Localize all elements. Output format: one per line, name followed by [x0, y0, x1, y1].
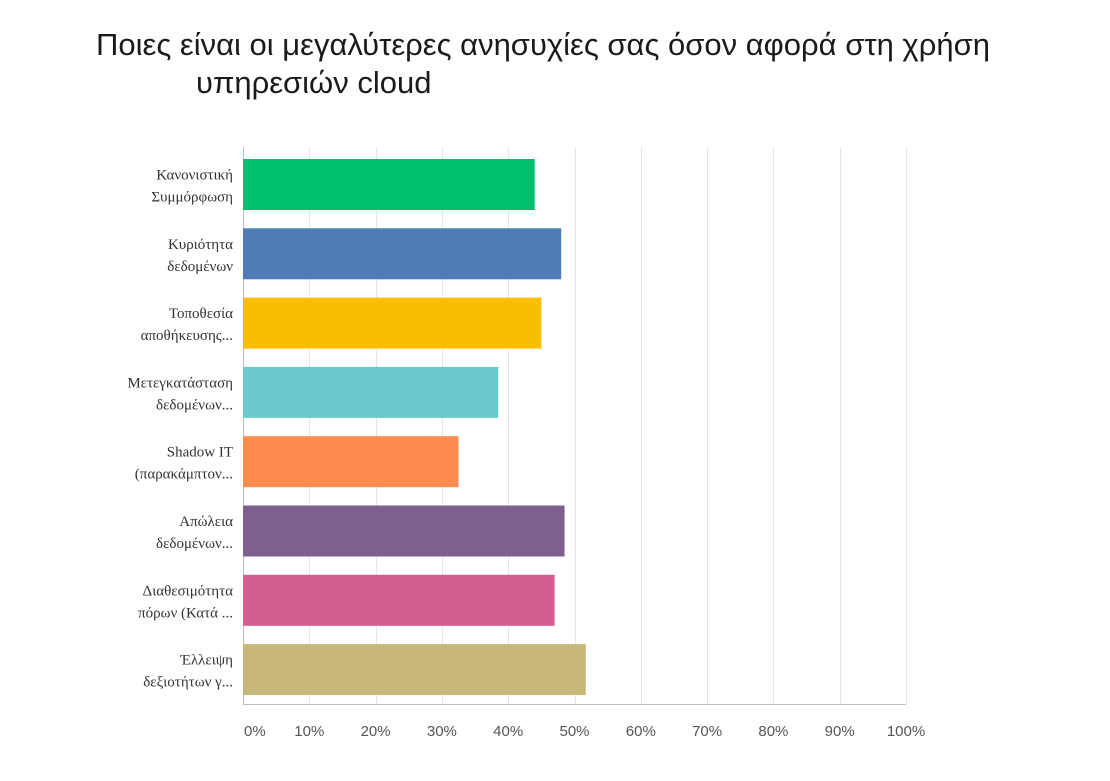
category-label: Κανονιστική [156, 168, 233, 184]
category-label: Συμμόρφωση [151, 190, 233, 206]
category-label: δεδομένων... [156, 397, 233, 413]
bar [243, 644, 586, 696]
category-label: πόρων (Κατά ... [138, 605, 233, 621]
category-label: Διαθεσιμότητα [143, 583, 234, 599]
category-label: δεδομένων... [156, 536, 233, 552]
category-label: δεδομένων [167, 259, 233, 275]
x-tick-label: 0% [244, 723, 266, 740]
category-label: (παρακάμπτον... [135, 467, 233, 483]
category-label: Τοποθεσία [169, 306, 233, 322]
bar [243, 574, 555, 626]
category-label: Έλλειψη [179, 653, 233, 669]
category-label: Κυριότητα [168, 237, 233, 253]
category-labels: Κανονιστική Συμμόρφωση Κυριότητα δεδομένων Τ… [127, 168, 233, 691]
x-tick-label: 70% [692, 723, 722, 740]
category-label: Shadow IT [167, 445, 233, 461]
category-label: δεξιοτήτων γ... [143, 675, 233, 691]
category-label: Μετεγκατάσταση [127, 375, 233, 391]
x-tick-label: 30% [427, 723, 457, 740]
x-tick-label: 20% [361, 723, 391, 740]
x-tick-label: 10% [294, 723, 324, 740]
category-label: Απώλεια [179, 514, 233, 530]
chart-title-line-1: Ποιες είναι οι μεγαλύτερες ανησυχίες σας… [96, 27, 990, 62]
bar [243, 436, 459, 488]
x-tick-label: 50% [559, 723, 589, 740]
x-tick-label: 80% [758, 723, 788, 740]
bars [243, 159, 586, 696]
bar [243, 228, 562, 280]
x-tick-label: 60% [626, 723, 656, 740]
x-tick-label: 90% [825, 723, 855, 740]
chart-title-line-2: υπηρεσιών cloud [196, 65, 432, 100]
bar [243, 159, 535, 210]
bar [243, 297, 542, 349]
x-tick-label: 100% [887, 723, 925, 740]
bar [243, 366, 499, 418]
bar [243, 505, 565, 557]
x-axis-ticks: 0% 10% 20% 30% 40% 50% 60% 70% 80% 90% 100% [244, 723, 925, 740]
x-tick-label: 40% [493, 723, 523, 740]
category-label: αποθήκευσης... [141, 328, 233, 344]
